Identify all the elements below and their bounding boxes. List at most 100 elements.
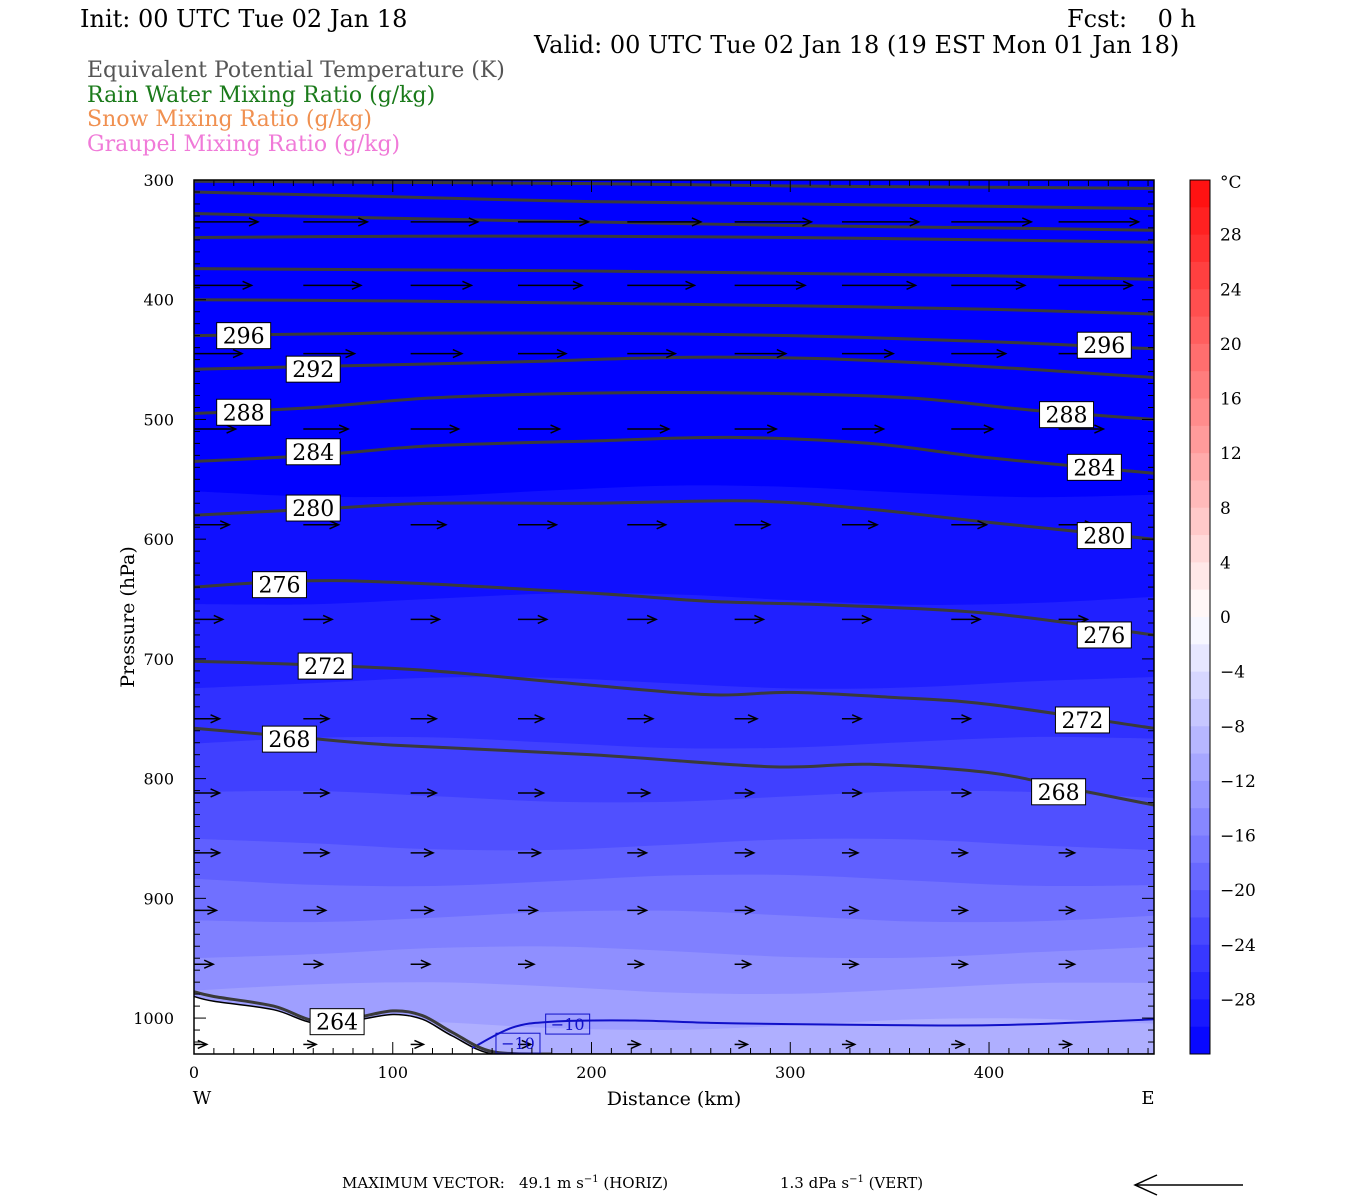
svg-text:280: 280 [1083, 525, 1125, 550]
wind-vector [194, 1039, 209, 1050]
y-tick-label: 600 [143, 530, 174, 549]
wind-vector [410, 1039, 426, 1050]
wind-vector [1058, 959, 1077, 969]
x-tick-label: 200 [576, 1063, 607, 1082]
wind-vector [303, 520, 341, 530]
wind-vector [734, 520, 772, 530]
wind-vector [303, 905, 328, 916]
east-label: E [1141, 1088, 1154, 1109]
colorbar-label: −8 [1220, 717, 1245, 737]
wind-vector [951, 959, 970, 969]
wind-vector [734, 280, 807, 291]
svg-text:276: 276 [258, 574, 300, 599]
wind-vector [951, 614, 982, 625]
wind-vector [410, 424, 461, 434]
colorbar-unit: °C [1220, 173, 1242, 193]
svg-text:296: 296 [1083, 334, 1125, 359]
contour-label: 292 [285, 355, 341, 383]
y-tick-label: 400 [143, 291, 174, 310]
wind-vector [194, 959, 216, 969]
svg-text:296: 296 [223, 325, 265, 350]
wind-vector [303, 848, 331, 858]
svg-text:280: 280 [292, 497, 334, 522]
wind-vector [627, 848, 649, 858]
wind-vector [410, 217, 480, 227]
wind-vector [303, 424, 350, 434]
wind-vector [627, 714, 655, 724]
svg-text:284: 284 [292, 441, 334, 466]
wind-vector [734, 614, 766, 625]
wind-vector [841, 280, 918, 291]
wind-vector [410, 348, 464, 359]
theta-e-contour-292 [194, 355, 1154, 379]
wind-vector [841, 714, 863, 724]
colorbar-label: −24 [1220, 936, 1256, 956]
wind-vector [734, 905, 756, 916]
wind-vector [627, 788, 652, 798]
theta-e-contour-288 [194, 391, 1154, 421]
wind-vector [517, 714, 546, 724]
y-tick-label: 900 [143, 889, 174, 908]
wind-vector [1058, 424, 1106, 434]
wind-vector [627, 280, 697, 291]
wind-vector [627, 217, 703, 227]
plot-area [194, 180, 1154, 1054]
svg-text:288: 288 [1046, 404, 1088, 429]
theta-e-contour-304 [194, 267, 1154, 281]
svg-text:−10: −10 [501, 1034, 535, 1053]
wind-vector [517, 1039, 533, 1050]
wind-vector [841, 424, 886, 434]
contour-label: 280 [285, 494, 341, 522]
legend-graupel: Graupel Mixing Ratio (g/kg) [87, 132, 401, 157]
colorbar-label: 16 [1220, 390, 1242, 410]
wind-vector [517, 848, 543, 858]
wind-vector [410, 714, 439, 724]
wind-vector [841, 348, 895, 359]
max-vector-horiz: 49.1 m s−1 (HORIZ) [519, 1174, 669, 1192]
wind-vector [410, 905, 435, 916]
svg-text:288: 288 [223, 401, 265, 426]
wind-vector [627, 614, 658, 625]
wind-vector [194, 520, 232, 530]
contour-label: 288 [216, 398, 272, 426]
init-time: Init: 00 UTC Tue 02 Jan 18 [80, 5, 408, 33]
wind-vector [194, 614, 225, 625]
wind-vector [517, 280, 584, 291]
colorbar-label: 20 [1220, 335, 1242, 355]
theta-e-contour-264 [194, 990, 552, 1054]
wind-vector [951, 788, 973, 798]
wind-vector [841, 848, 860, 858]
wind-vector [303, 348, 357, 359]
wind-vector [841, 905, 860, 916]
theta-e-contour-308 [194, 234, 1154, 244]
wind-vector [627, 520, 668, 530]
wind-vector [410, 520, 448, 530]
wind-vector [951, 217, 1034, 227]
colorbar-label: 24 [1220, 280, 1242, 300]
theta-e-contour-316 [194, 190, 1154, 211]
valid-time: Valid: 00 UTC Tue 02 Jan 18 (19 EST Mon … [534, 31, 1180, 59]
wind-vector [951, 424, 995, 434]
wind-vector [517, 424, 562, 434]
terrain-outline [194, 995, 1154, 1054]
wind-vector [841, 520, 879, 530]
wind-vector [734, 348, 788, 359]
wind-vector [410, 959, 432, 969]
wind-vector [194, 424, 238, 434]
contour-label: 272 [297, 652, 353, 680]
wind-vector [841, 614, 873, 625]
wind-vector [1058, 217, 1141, 227]
wind-vector [194, 848, 222, 858]
y-tick-label: 500 [143, 410, 174, 429]
wind-vector [841, 788, 863, 798]
x-tick-label: 400 [974, 1063, 1005, 1082]
y-tick-label: 1000 [133, 1009, 174, 1028]
wind-vector [951, 905, 970, 916]
wind-vector [194, 280, 254, 291]
legend-snow: Snow Mixing Ratio (g/kg) [87, 107, 372, 132]
contour-label: 284 [285, 438, 341, 466]
wind-vector [303, 714, 331, 724]
colorbar-label: 12 [1220, 444, 1242, 464]
wind-vector [951, 280, 1027, 291]
plot-frame [193, 179, 1155, 1055]
